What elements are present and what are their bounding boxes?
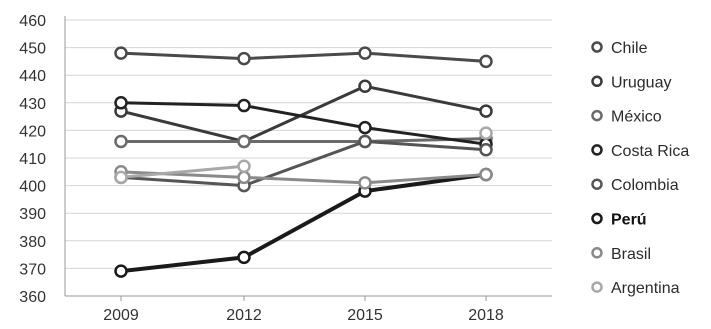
data-point: [237, 134, 251, 149]
legend-label: Uruguay: [611, 74, 671, 91]
x-tick-label: 2018: [468, 307, 504, 324]
data-point: [237, 159, 251, 174]
data-point: [114, 96, 128, 110]
y-tick-label: 430: [19, 96, 46, 113]
legend-label: Perú: [611, 212, 647, 229]
series-line-6: [119, 170, 488, 185]
y-tick-label: 450: [19, 41, 46, 58]
data-point: [358, 176, 372, 190]
legend-marker: [591, 75, 603, 88]
legend-marker: [591, 41, 603, 53]
y-tick-label: 410: [19, 151, 46, 168]
y-tick-label: 390: [19, 206, 46, 223]
data-point: [114, 46, 128, 60]
legend-marker: [591, 109, 603, 122]
series-line-3: [119, 101, 488, 146]
legend-marker: [591, 178, 603, 190]
series-line-7: [119, 164, 246, 179]
data-point: [358, 120, 372, 135]
legend-label: Costa Rica: [611, 143, 689, 160]
legend-marker: [591, 212, 603, 225]
y-tick-label: 370: [19, 261, 46, 278]
x-tick-label: 2015: [347, 307, 383, 324]
y-tick-label: 420: [19, 123, 46, 140]
data-point: [479, 54, 493, 69]
series-line-5: [119, 172, 488, 274]
data-point: [358, 79, 372, 93]
legend-label: Argentina: [611, 280, 680, 297]
data-point: [237, 250, 251, 265]
data-point: [358, 46, 372, 60]
y-tick-label: 360: [19, 289, 46, 306]
data-point: [114, 170, 128, 185]
legend: Chile Uruguay México Costa Rica Colombia Perú…: [591, 40, 689, 297]
series-lines: [114, 46, 493, 278]
data-point: [358, 134, 372, 149]
y-tick-label: 380: [19, 234, 46, 251]
series-line-1: [119, 84, 488, 143]
series-line-0: [119, 51, 488, 63]
legend-label: Chile: [611, 40, 648, 57]
legend-label: Colombia: [611, 177, 679, 194]
data-point: [479, 104, 493, 118]
data-point: [237, 51, 251, 66]
data-point: [479, 142, 493, 157]
legend-marker: [591, 281, 603, 293]
data-point: [479, 126, 493, 140]
series-line-2: [119, 137, 488, 143]
data-point: [114, 264, 128, 278]
series-line-4: [119, 139, 488, 188]
data-point: [114, 134, 128, 149]
y-tick-label: 440: [19, 68, 46, 85]
x-tick-label: 2012: [226, 307, 262, 324]
y-tick-label: 400: [19, 179, 46, 196]
data-point: [237, 98, 251, 113]
legend-label: Brasil: [611, 246, 651, 263]
legend-label: México: [611, 109, 662, 126]
axes: 460 450 440 430 420 410 400 390 380 370 360 2009 201…: [19, 13, 552, 324]
y-tick-label: 460: [19, 13, 46, 30]
legend-marker: [591, 144, 603, 156]
x-tick-label: 2009: [103, 307, 139, 324]
legend-marker: [591, 247, 603, 259]
data-point: [479, 167, 493, 182]
data-point: [237, 170, 251, 185]
